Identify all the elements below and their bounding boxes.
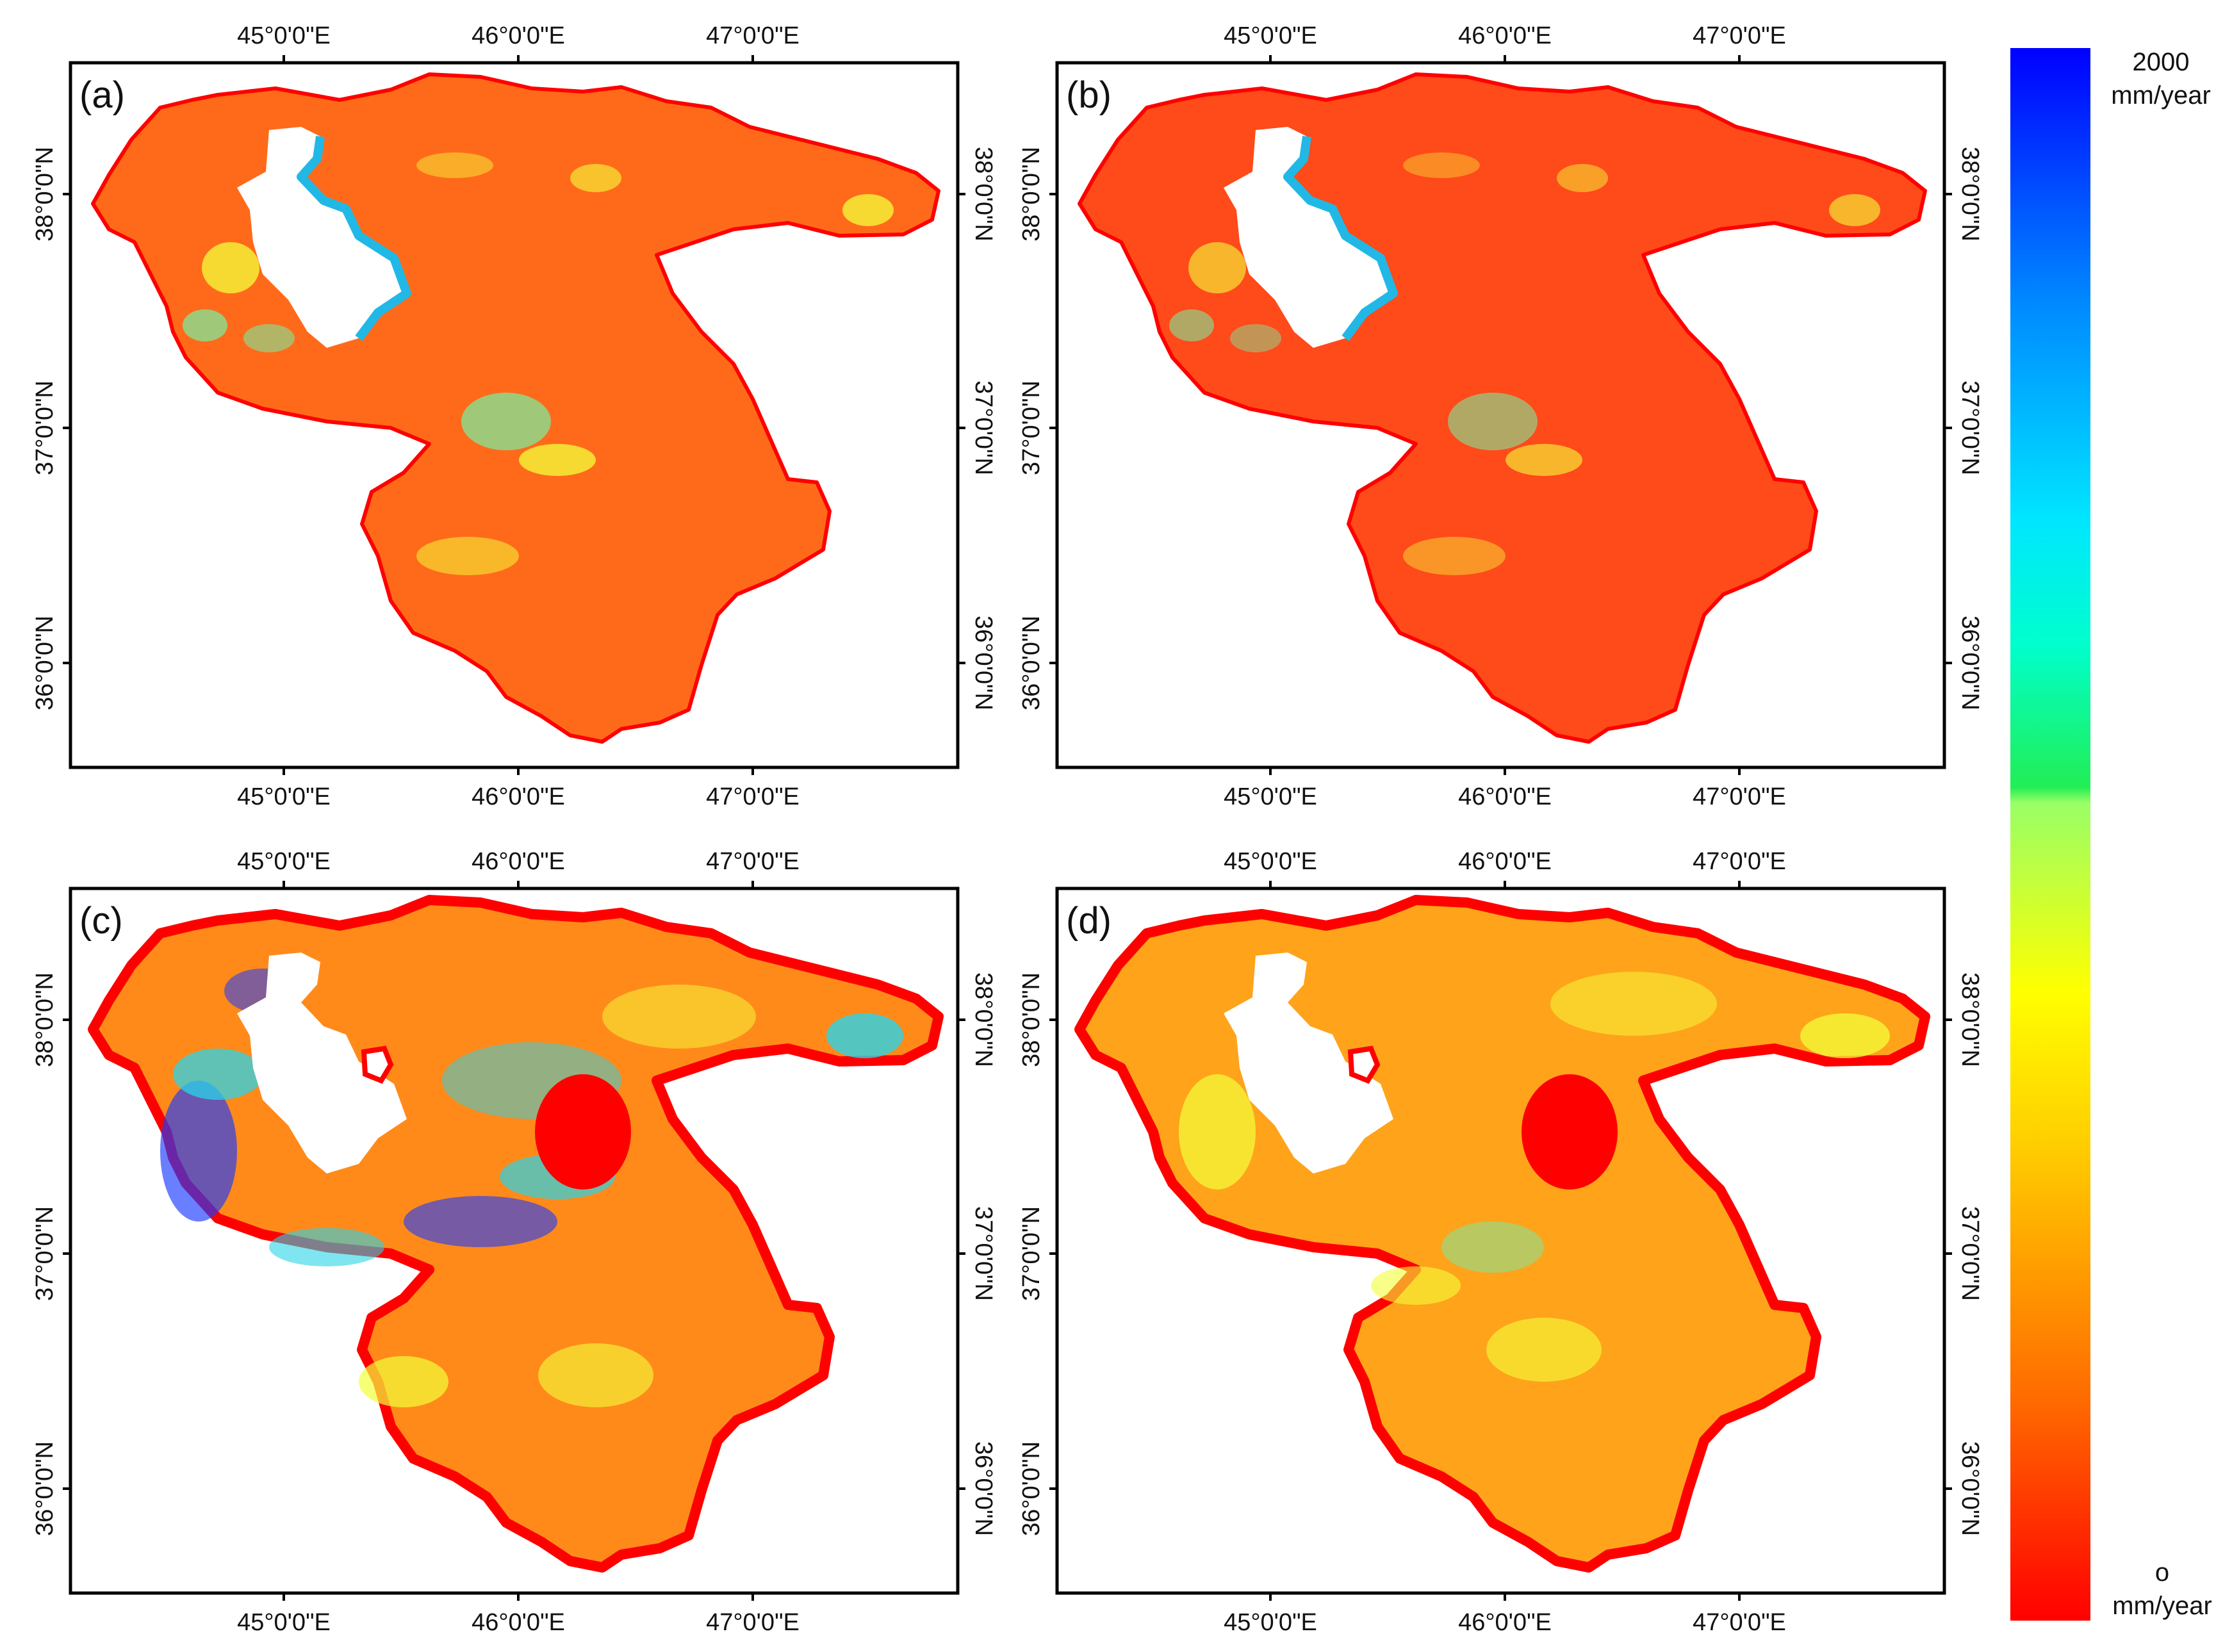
lon-tick-label-bottom: 46°0'0"E (472, 783, 565, 810)
lat-tick-label-right: 37°0'0"N (970, 380, 997, 475)
lake-island (361, 1045, 394, 1084)
lat-tick-label-right: 36°0'0"N (1957, 1441, 1983, 1536)
lat-tick-label-right: 38°0'0"N (1957, 972, 1983, 1067)
lat-tick-label-right: 38°0'0"N (1957, 147, 1983, 241)
lon-tick-label-bottom: 46°0'0"E (1458, 783, 1552, 810)
lake (1224, 127, 1393, 348)
lon-tick-label-top: 45°0'0"E (1224, 848, 1317, 875)
lat-tick-label-left: 36°0'0"N (31, 616, 58, 710)
lat-tick-label-left: 37°0'0"N (31, 1206, 58, 1301)
map-panel-c: 45°0'0"E 45°0'0"E 46°0'0"E 46°0'0"E 47°0'0"E… (31, 848, 997, 1636)
lake-island (1347, 1045, 1381, 1084)
lon-tick-label-bottom: 45°0'0"E (1224, 783, 1317, 810)
lon-tick-label-top: 46°0'0"E (472, 22, 565, 49)
lon-tick-label-top: 47°0'0"E (1693, 848, 1786, 875)
lon-tick-label-top: 46°0'0"E (1458, 848, 1552, 875)
lon-tick-label-top: 45°0'0"E (237, 848, 331, 875)
lake (1224, 953, 1393, 1174)
lake (237, 953, 407, 1174)
lon-tick-label-top: 47°0'0"E (706, 22, 800, 49)
lon-tick-label-top: 45°0'0"E (1224, 22, 1317, 49)
panel-label: (b) (1066, 74, 1112, 116)
map-panel-a: 45°0'0"E 45°0'0"E 46°0'0"E 46°0'0"E 47°0'0"E… (31, 22, 997, 810)
lat-tick-label-right: 37°0'0"N (1957, 1206, 1983, 1301)
lake (237, 127, 407, 348)
lon-tick-label-top: 47°0'0"E (706, 848, 800, 875)
colorbar-max-unit: mm/year (2111, 81, 2211, 110)
lat-tick-label-left: 37°0'0"N (1018, 380, 1045, 475)
lat-tick-label-left: 37°0'0"N (31, 380, 58, 475)
lake-shoreline (297, 136, 411, 341)
map-panel-b: 45°0'0"E 45°0'0"E 46°0'0"E 46°0'0"E 47°0'0"E… (1018, 22, 1983, 810)
lon-tick-label-top: 46°0'0"E (472, 848, 565, 875)
lat-tick-label-right: 37°0'0"N (970, 1206, 997, 1301)
lat-tick-label-left: 36°0'0"N (1018, 616, 1045, 710)
colorbar: 2000 mm/year o mm/year (2010, 48, 2212, 1621)
lon-tick-label-bottom: 45°0'0"E (237, 783, 331, 810)
colorbar-max-value: 2000 (2133, 48, 2190, 76)
lat-tick-label-left: 38°0'0"N (31, 972, 58, 1067)
lon-tick-label-bottom: 45°0'0"E (1224, 1609, 1317, 1636)
lon-tick-label-bottom: 46°0'0"E (1458, 1609, 1552, 1636)
lat-tick-label-left: 38°0'0"N (1018, 972, 1045, 1067)
lon-tick-label-bottom: 45°0'0"E (237, 1609, 331, 1636)
panel-label: (c) (79, 900, 123, 942)
lat-tick-label-left: 36°0'0"N (1018, 1441, 1045, 1536)
lat-tick-label-left: 37°0'0"N (1018, 1206, 1045, 1301)
lon-tick-label-top: 47°0'0"E (1693, 22, 1786, 49)
lake-shoreline (1283, 136, 1398, 341)
lat-tick-label-left: 38°0'0"N (1018, 147, 1045, 241)
lon-tick-label-bottom: 47°0'0"E (1693, 1609, 1786, 1636)
lon-tick-label-top: 45°0'0"E (237, 22, 331, 49)
lat-tick-label-left: 36°0'0"N (31, 1441, 58, 1536)
lat-tick-label-right: 36°0'0"N (1957, 616, 1983, 710)
lon-tick-label-top: 46°0'0"E (1458, 22, 1552, 49)
colorbar-gradient (2010, 48, 2090, 1621)
lat-tick-label-right: 37°0'0"N (1957, 380, 1983, 475)
lat-tick-label-right: 38°0'0"N (970, 147, 997, 241)
lon-tick-label-bottom: 47°0'0"E (706, 1609, 800, 1636)
lat-tick-label-left: 38°0'0"N (31, 147, 58, 241)
lon-tick-label-bottom: 47°0'0"E (1693, 783, 1786, 810)
lat-tick-label-right: 36°0'0"N (970, 1441, 997, 1536)
value-patches (1169, 152, 1880, 575)
colorbar-min-value: o (2155, 1558, 2169, 1587)
value-patches (160, 969, 903, 1407)
panel-label: (d) (1066, 900, 1112, 942)
lat-tick-label-right: 36°0'0"N (970, 616, 997, 710)
value-patches (1179, 972, 1890, 1382)
value-patches (183, 152, 894, 575)
colorbar-min-unit: mm/year (2112, 1592, 2212, 1620)
lon-tick-label-bottom: 46°0'0"E (472, 1609, 565, 1636)
map-panel-d: 45°0'0"E 45°0'0"E 46°0'0"E 46°0'0"E 47°0'0"E… (1018, 848, 1983, 1636)
lon-tick-label-bottom: 47°0'0"E (706, 783, 800, 810)
panel-label: (a) (79, 74, 125, 116)
lat-tick-label-right: 38°0'0"N (970, 972, 997, 1067)
